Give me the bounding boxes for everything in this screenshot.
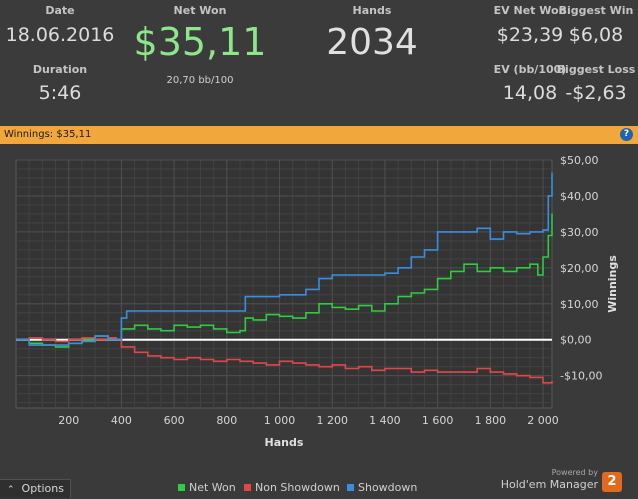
help-icon[interactable]: ? xyxy=(620,128,633,141)
stats-panel: Date 18.06.2016 Duration 5:46 Net Won $3… xyxy=(0,0,638,126)
ev-net-won-label: EV Net Won xyxy=(493,4,567,17)
plot-background xyxy=(15,159,553,409)
options-label: Options xyxy=(21,482,64,495)
biggest-win-value: $6,08 xyxy=(568,24,624,46)
x-tick-label: 1 000 xyxy=(264,414,296,427)
legend-label-non-showdown: Non Showdown xyxy=(255,481,340,494)
hands-label: Hands xyxy=(352,4,392,17)
bottom-bar: ⌃ Options Net Won Non Showdown Showdown xyxy=(0,476,638,498)
duration-label: Duration xyxy=(32,63,88,76)
ev-net-won-value: $23,39 xyxy=(496,24,564,46)
x-axis-label: Hands xyxy=(265,436,304,449)
y-tick-label: $20,00 xyxy=(560,262,599,275)
y-tick-label: $10,00 xyxy=(560,298,599,311)
date-label: Date xyxy=(45,4,75,17)
graph-title: Winnings: $35,11 xyxy=(4,129,92,140)
ev-bb100-label: EV (bb/100) xyxy=(493,63,567,76)
x-tick-label: 600 xyxy=(164,414,185,427)
net-won-label: Net Won xyxy=(173,4,227,17)
biggest-loss-label: Biggest Loss xyxy=(556,63,636,76)
powered-by-text: Powered by xyxy=(551,468,598,477)
y-tick-label: $0,00 xyxy=(560,334,592,347)
brand-name: Hold'em Manager xyxy=(500,478,598,491)
x-tick-label: 400 xyxy=(111,414,132,427)
legend-net-won: Net Won xyxy=(178,481,236,494)
date-value: 18.06.2016 xyxy=(5,24,115,46)
winnings-chart: 200 400 600 800 1 000 1 200 1 400 1 600 1 800 2 0… xyxy=(0,144,638,476)
x-tick-label: 1 600 xyxy=(422,414,454,427)
x-tick-label: 800 xyxy=(216,414,237,427)
brand-logo: 2 xyxy=(602,472,622,492)
x-tick-label: 1 400 xyxy=(369,414,401,427)
y-tick-label: $40,00 xyxy=(560,190,599,203)
y-axis-label: Winnings xyxy=(606,255,619,313)
y-tick-label: $30,00 xyxy=(560,226,599,239)
x-tick-label: 1 800 xyxy=(475,414,507,427)
biggest-loss-value: -$2,63 xyxy=(565,82,627,104)
series-line-showdown xyxy=(16,172,553,346)
legend-label-net-won: Net Won xyxy=(189,481,236,494)
winnings-chart-svg: 200 400 600 800 1 000 1 200 1 400 1 600 1 800 2 0… xyxy=(15,154,619,449)
biggest-win-label: Biggest Win xyxy=(558,4,634,17)
x-tick-label: 200 xyxy=(58,414,79,427)
graph-title-bar: Winnings: $35,11 ? xyxy=(0,126,638,144)
legend-non-showdown: Non Showdown xyxy=(244,481,340,494)
net-won-value: $35,11 xyxy=(133,20,267,64)
x-tick-label: 1 200 xyxy=(316,414,348,427)
x-tick-label: 2 000 xyxy=(527,414,559,427)
duration-value: 5:46 xyxy=(38,82,82,104)
y-tick-label: -$10,00 xyxy=(560,370,602,383)
legend-swatch-non-showdown xyxy=(244,484,251,491)
legend-showdown: Showdown xyxy=(347,481,417,494)
y-tick-label: $50,00 xyxy=(560,154,599,167)
legend-label-showdown: Showdown xyxy=(358,481,418,494)
chevron-up-icon: ⌃ xyxy=(7,485,15,495)
legend-swatch-showdown xyxy=(347,484,354,491)
bb100-value: 20,70 bb/100 xyxy=(166,75,234,86)
ev-bb100-value: 14,08 xyxy=(502,82,558,104)
hands-value: 2034 xyxy=(326,22,418,63)
legend-swatch-net-won xyxy=(178,484,185,491)
options-button[interactable]: ⌃ Options xyxy=(0,479,71,498)
